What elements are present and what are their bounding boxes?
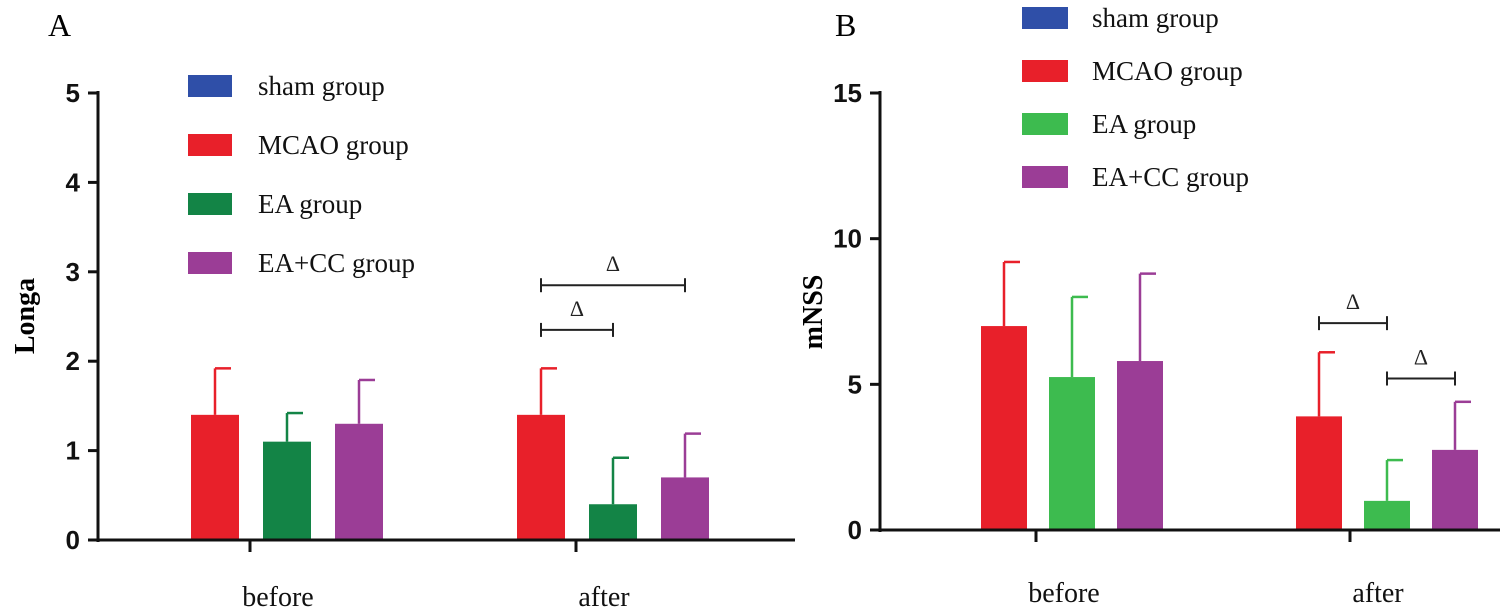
bar (589, 504, 637, 540)
panel-b: B mNSS sham group MCAO group EA group EA+CC… (798, 3, 1500, 609)
bar (1296, 416, 1342, 530)
panel-label: B (835, 7, 856, 43)
significance-marker: Δ (1346, 289, 1360, 314)
bar (191, 414, 239, 540)
legend-swatch (188, 75, 232, 97)
legend-label: MCAO group (1092, 56, 1243, 86)
legend-label: MCAO group (258, 130, 409, 160)
y-tick-label: 0 (66, 525, 80, 555)
legend-swatch (1022, 113, 1068, 135)
panel-label: A (48, 7, 71, 43)
y-tick-label: 0 (848, 515, 862, 545)
legend-label: sham group (1092, 3, 1219, 33)
legend-swatch (188, 252, 232, 274)
significance-marker: Δ (606, 251, 620, 276)
x-tick-label: after (1352, 578, 1404, 609)
legend-label: EA group (258, 189, 362, 219)
plot-area: 0 1 2 3 4 5 before after ΔΔ (66, 78, 795, 613)
legend-label: EA+CC group (258, 248, 415, 278)
y-tick-label: 5 (66, 78, 80, 108)
y-tick-label: 5 (848, 369, 862, 399)
legend: sham group MCAO group EA group EA+CC group (1022, 3, 1249, 192)
y-tick-label: 1 (66, 436, 80, 466)
y-tick-label: 2 (66, 346, 80, 376)
x-tick-label: after (578, 582, 630, 613)
legend-label: EA group (1092, 109, 1196, 139)
y-tick-label: 15 (833, 78, 862, 108)
y-tick-label: 3 (66, 257, 80, 287)
panel-a: A Longa sham group MCAO group EA group EA+C… (10, 7, 795, 613)
bar (517, 414, 565, 540)
legend-swatch (188, 134, 232, 156)
significance-marker: Δ (1414, 345, 1428, 370)
bar (335, 423, 383, 540)
bar (1432, 449, 1478, 530)
bar (1364, 500, 1410, 530)
bar (981, 326, 1027, 530)
plot-area: 0 5 10 15 before after Δ Δ (833, 78, 1500, 609)
y-tick-label: 4 (66, 167, 81, 197)
bar (1117, 361, 1163, 530)
bar (263, 441, 311, 540)
legend-swatch (188, 193, 232, 215)
bar (1049, 377, 1095, 530)
x-tick-label: before (1028, 578, 1100, 609)
significance-marker: Δ (570, 296, 584, 321)
legend-swatch (1022, 7, 1068, 29)
y-tick-label: 10 (833, 224, 862, 254)
bar (661, 477, 709, 540)
legend-label: EA+CC group (1092, 162, 1249, 192)
legend-swatch (1022, 60, 1068, 82)
x-tick-label: before (242, 582, 314, 613)
legend-label: sham group (258, 71, 385, 101)
y-axis-title: Longa (10, 278, 41, 354)
legend-swatch (1022, 166, 1068, 188)
legend: sham group MCAO group EA group EA+CC group (188, 71, 415, 278)
y-axis-title: mNSS (798, 275, 829, 350)
